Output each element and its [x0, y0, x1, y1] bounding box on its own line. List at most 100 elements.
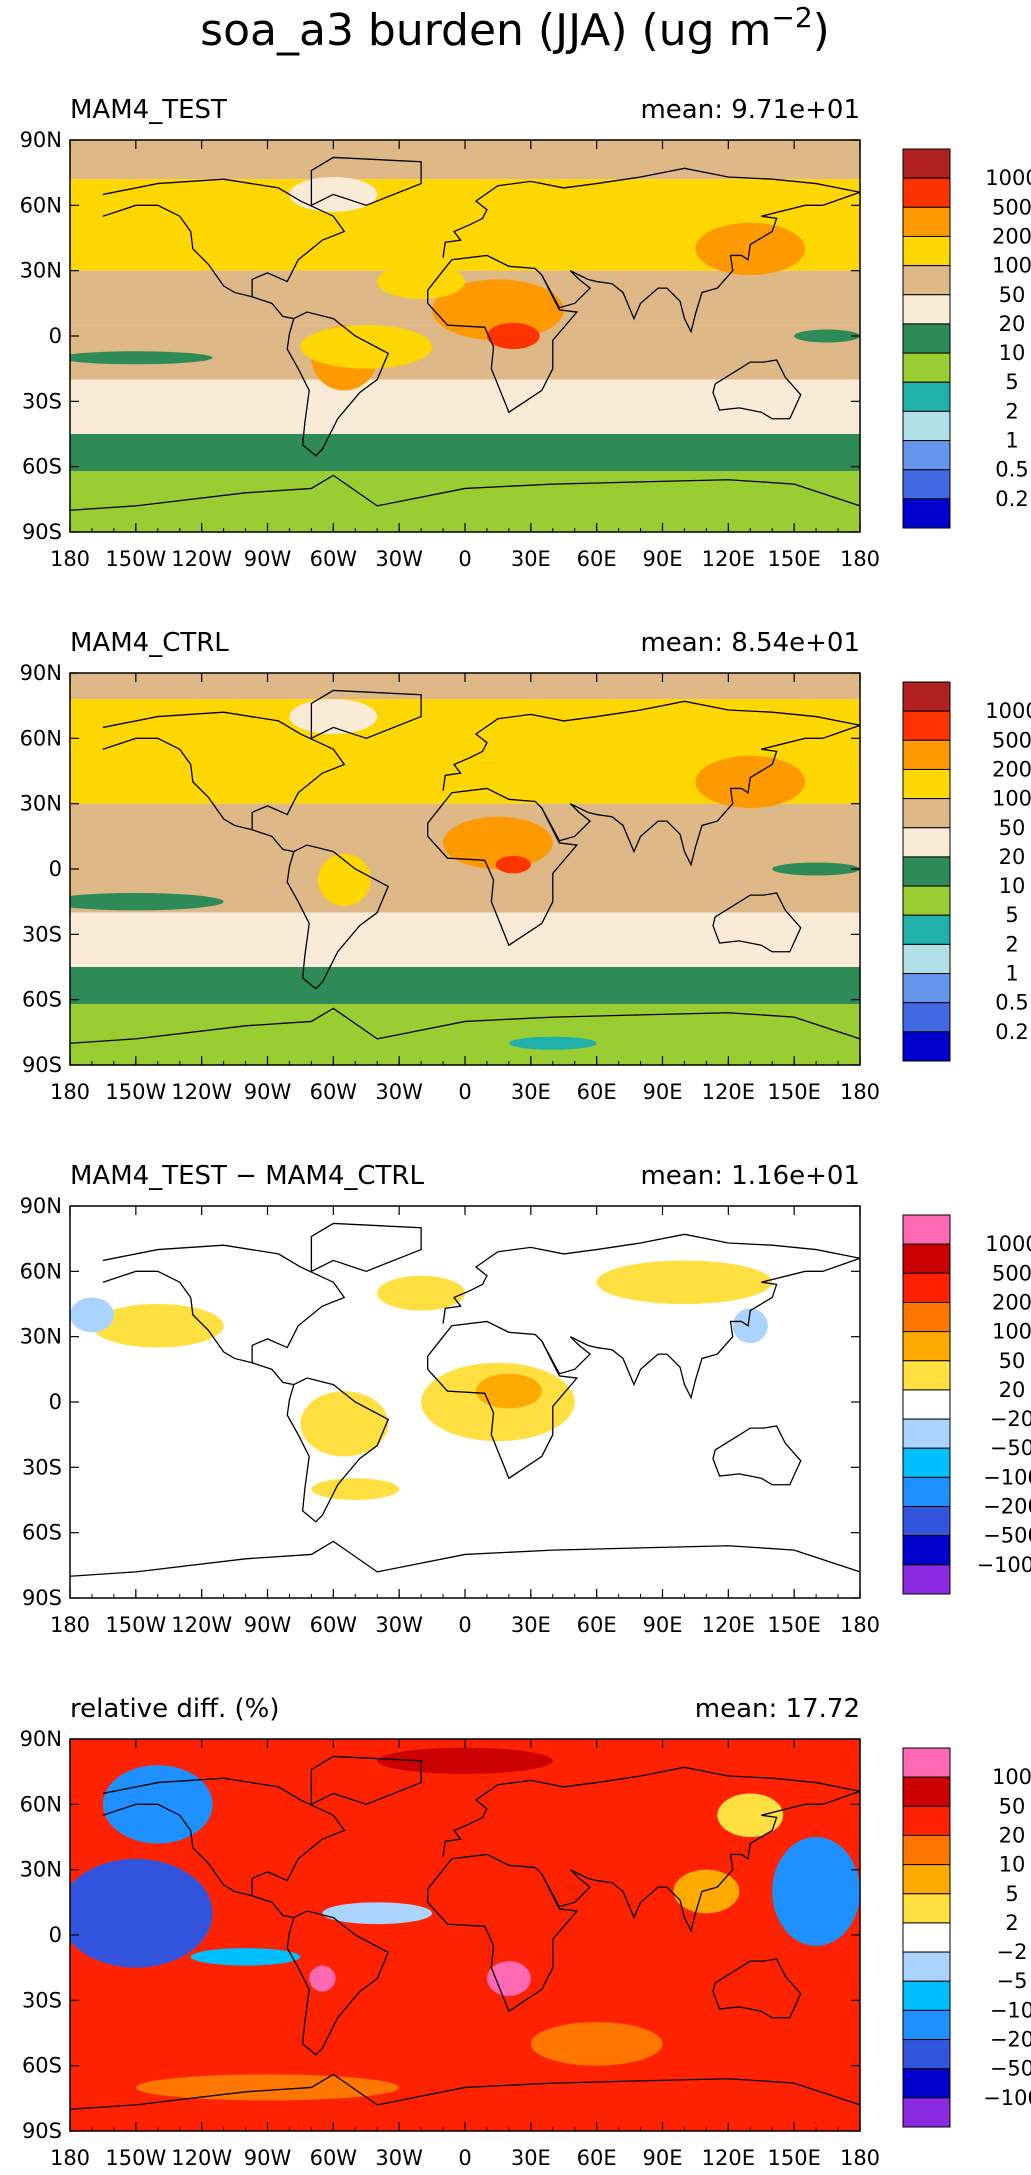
colorbar-swatch	[902, 1360, 951, 1391]
colorbar-swatch	[902, 1476, 951, 1508]
panel-ctrl: MAM4_CTRL mean: 8.54e+01 180 150W 120W 90W 60W…	[20, 628, 1031, 1104]
coastline	[442, 1766, 860, 1857]
coastline	[102, 204, 192, 232]
lon-tick-label: 90W	[244, 2146, 292, 2170]
map-field	[70, 1739, 860, 2131]
lon-tick-label: 90W	[244, 1613, 292, 1637]
panel-mean: mean: 9.71e+01	[640, 95, 860, 125]
coastline	[102, 737, 192, 765]
contour-region	[495, 855, 531, 874]
colorbar-label: 2	[1005, 932, 1018, 956]
colorbar-swatch	[902, 2039, 951, 2070]
lon-tick-label: 0	[458, 1080, 471, 1104]
lon-tick-label: 180	[50, 1613, 90, 1637]
lat-tick-label: 0	[49, 1923, 62, 1947]
colorbar-label: 1000	[985, 166, 1031, 190]
contour-band	[70, 471, 860, 532]
lon-tick-label: 180	[50, 2146, 90, 2170]
colorbar-label: 100	[992, 1320, 1031, 1344]
contour-region	[377, 264, 465, 299]
colorbar-label: 1000	[985, 699, 1031, 723]
lat-tick-label: 60S	[22, 2054, 62, 2078]
colorbar-swatch	[902, 973, 951, 1004]
colorbar-swatch	[902, 1243, 951, 1274]
colorbar-swatch	[902, 235, 951, 267]
colorbar-label: 50	[999, 1349, 1026, 1373]
colorbar-label: 200	[992, 224, 1031, 248]
colorbar-swatch	[902, 1747, 951, 1778]
contour-band	[70, 967, 860, 1005]
colorbar-swatch	[902, 1214, 951, 1245]
contour-region	[717, 1793, 784, 1837]
colorbar-label: 0.5	[995, 991, 1028, 1015]
coastline	[427, 1320, 579, 1480]
lon-tick-label: 120W	[171, 547, 232, 571]
lat-tick-label: 30N	[20, 1858, 62, 1882]
coastline	[712, 359, 802, 420]
contour-region	[530, 2022, 663, 2066]
lon-tick-label: 0	[458, 547, 471, 571]
lon-tick-label: 30E	[511, 1613, 551, 1637]
contour-region	[91, 1304, 224, 1348]
colorbar-swatch	[902, 1301, 951, 1333]
colorbar-swatch	[902, 1980, 951, 2011]
coastline	[102, 1803, 192, 1831]
panel-label: MAM4_CTRL	[70, 628, 229, 658]
map-field	[70, 1206, 860, 1598]
coastline	[102, 1270, 192, 1298]
coastline	[190, 1297, 253, 1364]
lat-tick-label: 60N	[20, 726, 62, 750]
coastline	[541, 1790, 860, 1933]
lon-tick-label: 150E	[767, 1613, 820, 1637]
lat-tick-label: 30N	[20, 259, 62, 283]
contour-region	[475, 1373, 542, 1409]
coastline	[712, 892, 802, 953]
colorbar-label: 2	[1005, 399, 1018, 423]
coastline	[427, 1853, 579, 2013]
colorbar-swatch	[902, 148, 951, 179]
panel-label: relative diff. (%)	[70, 1694, 280, 1724]
panel-label: MAM4_TEST − MAM4_CTRL	[70, 1161, 424, 1191]
colorbar-swatch	[902, 1331, 951, 1362]
lon-tick-label: 30E	[511, 2146, 551, 2170]
lon-tick-label: 60E	[577, 2146, 617, 2170]
colorbar-label: 100	[992, 254, 1031, 278]
lat-tick-label: 0	[49, 857, 62, 881]
colorbar-swatch	[902, 739, 951, 770]
coastline	[70, 474, 860, 511]
lon-tick-label: 120E	[702, 1613, 755, 1637]
colorbar-label: −20	[990, 2028, 1031, 2052]
colorbar-label: 10	[999, 874, 1026, 898]
colorbar-label: 20	[999, 1378, 1026, 1402]
panel-label: MAM4_TEST	[70, 95, 227, 125]
colorbar-label: 50	[999, 283, 1026, 307]
lon-tick-label: 60W	[310, 2146, 358, 2170]
lon-tick-label: 60E	[577, 547, 617, 571]
contour-region	[732, 1308, 768, 1344]
lon-tick-label: 30E	[511, 547, 551, 571]
contour-region	[70, 351, 213, 365]
coastline	[541, 1257, 860, 1400]
lon-tick-label: 30W	[375, 1613, 423, 1637]
lon-tick-label: 150W	[105, 1613, 166, 1637]
colorbar-label: 10	[999, 341, 1026, 365]
contour-band	[70, 699, 860, 761]
contour-region	[673, 1869, 740, 1914]
colorbar-swatch	[902, 1776, 951, 1807]
lon-tick-label: 150E	[767, 1080, 820, 1104]
colorbar-swatch	[902, 352, 951, 383]
panel-mean: mean: 17.72	[695, 1694, 860, 1724]
colorbar-label: 200	[992, 1290, 1031, 1314]
contour-region	[486, 1961, 531, 1996]
lat-tick-label: 30N	[20, 1325, 62, 1349]
colorbar-label: 100	[992, 1765, 1031, 1789]
colorbar-label: 1000	[985, 1232, 1031, 1256]
lat-tick-label: 90S	[22, 1586, 62, 1610]
lon-tick-label: 60W	[310, 1080, 358, 1104]
colorbar-label: 5	[1005, 370, 1018, 394]
lon-tick-label: 120E	[702, 547, 755, 571]
lon-tick-label: 120W	[171, 1080, 232, 1104]
lon-tick-label: 180	[50, 1080, 90, 1104]
lat-tick-label: 30S	[22, 1988, 62, 2012]
coastline	[102, 178, 390, 457]
